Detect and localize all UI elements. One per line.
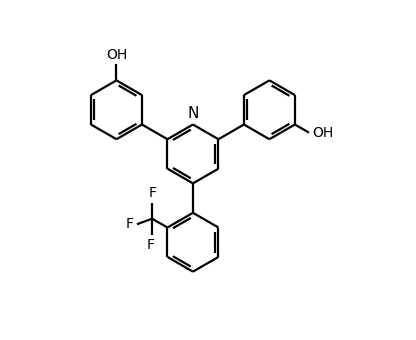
Text: OH: OH (312, 125, 334, 140)
Text: F: F (148, 186, 156, 200)
Text: F: F (146, 238, 154, 252)
Text: OH: OH (106, 48, 127, 62)
Text: F: F (126, 217, 134, 231)
Text: N: N (187, 106, 198, 121)
